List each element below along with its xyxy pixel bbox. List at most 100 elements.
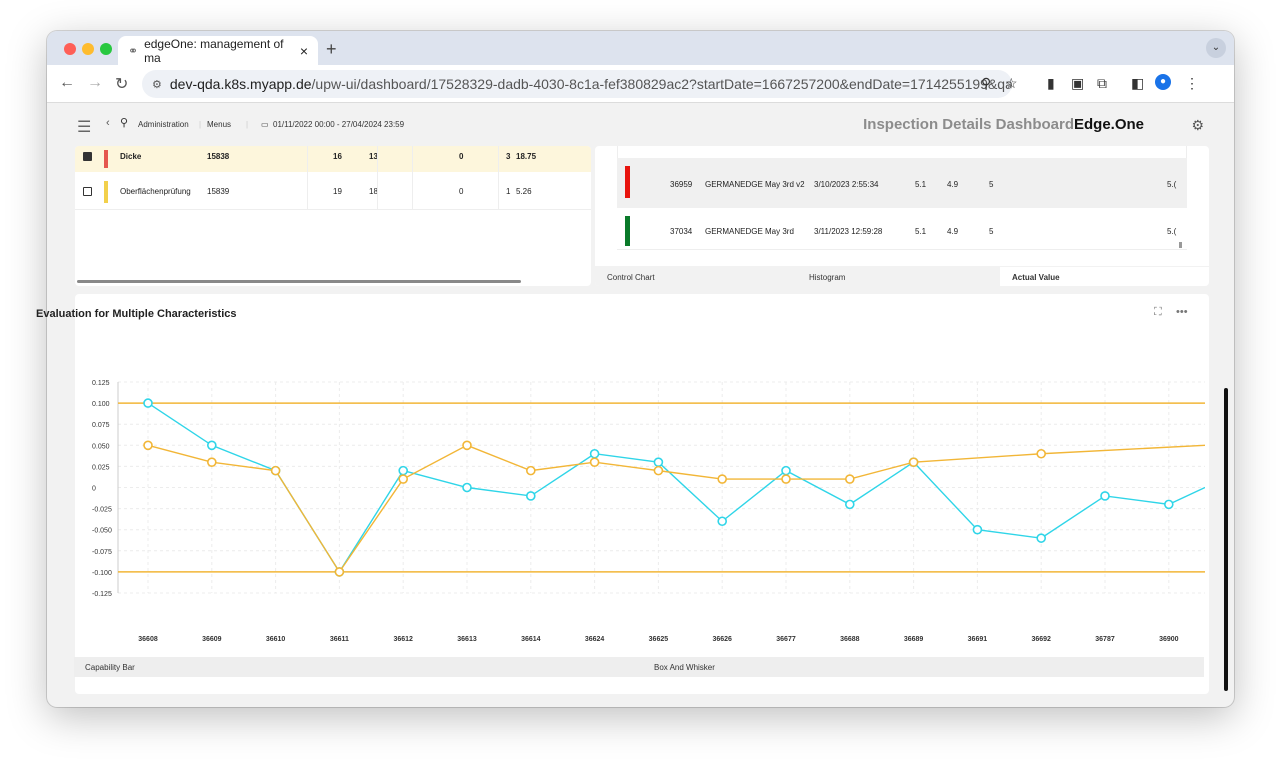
- close-window-button[interactable]: [64, 43, 76, 55]
- y-tick-label: 0.050: [92, 443, 110, 450]
- extensions-puzzle-icon[interactable]: ⧉: [1097, 75, 1107, 91]
- characteristics-table-panel: Dicke 15838 16 13 0 3 18.75 Oberflächenp…: [75, 146, 591, 286]
- x-tick-label: 36614: [521, 636, 541, 643]
- data-point: [462, 482, 472, 493]
- y-tick-label: -0.125: [92, 591, 112, 598]
- x-tick-label: 36624: [585, 636, 605, 643]
- row-value: 16: [333, 152, 342, 161]
- data-point: [908, 457, 919, 467]
- zoom-icon[interactable]: ⚲: [981, 75, 992, 91]
- status-color-bar: [625, 166, 630, 198]
- y-tick-label: -0.025: [92, 507, 112, 514]
- data-point: [1164, 499, 1174, 510]
- x-tick-label: 36688: [840, 636, 860, 643]
- y-tick-label: -0.100: [92, 570, 112, 577]
- more-options-icon[interactable]: •••: [1176, 306, 1188, 318]
- row-name: Oberflächenprüfung: [120, 187, 191, 196]
- row-value: 5.(: [1167, 180, 1177, 189]
- tab-capability-bar[interactable]: Capability Bar: [85, 663, 135, 672]
- browser-tab[interactable]: ⚭ edgeOne: management of ma ×: [118, 36, 318, 65]
- breadcrumb-menus[interactable]: Menus: [207, 120, 232, 129]
- row-checkbox[interactable]: [83, 152, 92, 161]
- row-value: 5.1: [915, 180, 927, 189]
- data-point: [1036, 533, 1047, 543]
- browser-menu-icon[interactable]: ⋮: [1185, 75, 1199, 91]
- reload-icon[interactable]: ↻: [115, 76, 129, 93]
- x-tick-label: 36610: [266, 636, 286, 643]
- data-point: [143, 398, 153, 408]
- profile-avatar[interactable]: ●: [1155, 74, 1171, 90]
- date-range[interactable]: 01/11/2022 00:00 - 27/04/2024 23:59: [273, 120, 405, 129]
- table-row[interactable]: 36959 GERMANEDGE May 3rd v2 3/10/2023 2:…: [617, 158, 1187, 208]
- data-point: [207, 457, 217, 467]
- forward-arrow-icon[interactable]: →: [87, 74, 103, 91]
- y-tick-label: 0.100: [92, 401, 110, 408]
- table-row[interactable]: Oberflächenprüfung 15839 19 18 0 1 5.26: [75, 172, 591, 210]
- x-tick-label: 36691: [968, 636, 988, 643]
- site-settings-icon[interactable]: ⚙: [152, 78, 162, 91]
- x-tick-label: 36689: [904, 636, 924, 643]
- row-value: 5.1: [915, 227, 927, 236]
- data-point: [270, 465, 281, 476]
- x-tick-label: 36625: [649, 636, 669, 643]
- back-chevron-icon[interactable]: ‹: [106, 117, 110, 129]
- row-value: 5.26: [516, 187, 532, 196]
- zoom-window-button[interactable]: [100, 43, 112, 55]
- tab-box-and-whisker[interactable]: Box And Whisker: [654, 663, 715, 672]
- chart-title: Evaluation for Multiple Characteristics: [36, 308, 237, 320]
- url-path: /upw-ui/dashboard/17528329-dadb-4030-8c1…: [311, 76, 1012, 92]
- row-value: 19: [333, 187, 342, 196]
- tab-title: edgeOne: management of ma: [144, 36, 284, 65]
- filter-settings-icon[interactable]: ⚙: [1191, 117, 1204, 133]
- breadcrumb-divider: |: [199, 120, 202, 129]
- x-tick-label: 36626: [712, 636, 732, 643]
- data-point: [653, 465, 664, 476]
- row-value: 18.75: [516, 152, 537, 161]
- table-row[interactable]: 37034 GERMANEDGE May 3rd 3/11/2023 12:59…: [617, 208, 1187, 250]
- address-bar[interactable]: ⚙ dev-qda.k8s.myapp.de /upw-ui/dashboard…: [142, 70, 1012, 98]
- row-name: Dicke: [120, 152, 142, 161]
- brand-logo: Edge.One: [1073, 116, 1144, 133]
- extension-se-icon[interactable]: ▣: [1071, 75, 1085, 91]
- sidebar-icon[interactable]: ◧: [1131, 75, 1145, 91]
- back-arrow-icon[interactable]: ←: [59, 74, 75, 91]
- fullscreen-icon[interactable]: ⛶: [1154, 306, 1162, 318]
- data-point: [1100, 491, 1110, 501]
- row-value: 5: [989, 180, 994, 189]
- tab-control-chart[interactable]: Control Chart: [607, 273, 655, 282]
- link-icon: ⚭: [128, 43, 139, 58]
- page-scrollbar[interactable]: [1224, 388, 1228, 691]
- new-tab-button[interactable]: +: [326, 39, 337, 59]
- row-part: GERMANEDGE May 3rd v2: [705, 180, 805, 189]
- data-point: [143, 440, 153, 451]
- row-checkbox[interactable]: [83, 187, 92, 196]
- data-point: [334, 567, 345, 577]
- vertical-scrollbar[interactable]: [1179, 242, 1182, 248]
- bookmark-star-icon[interactable]: ☆: [1005, 75, 1018, 91]
- data-point: [589, 457, 600, 467]
- breadcrumb-administration[interactable]: Administration: [138, 120, 189, 129]
- x-tick-label: 36692: [1031, 636, 1051, 643]
- minimize-window-button[interactable]: [82, 43, 94, 55]
- row-id: 37034: [670, 227, 693, 236]
- bookmark-icon[interactable]: ▮: [1047, 75, 1055, 91]
- close-tab-icon[interactable]: ×: [299, 42, 308, 59]
- status-color-bar: [104, 150, 108, 168]
- data-point: [525, 491, 536, 501]
- row-value: 0: [459, 187, 464, 196]
- row-value: 4.9: [947, 227, 959, 236]
- app-header: ☰ ‹ ⚲ Administration | Menus | ▭ 01/11/2…: [47, 104, 1234, 146]
- hamburger-menu-icon[interactable]: ☰: [77, 119, 92, 136]
- calendar-icon[interactable]: ▭: [261, 120, 269, 129]
- tab-histogram[interactable]: Histogram: [809, 273, 846, 282]
- data-point: [462, 440, 472, 451]
- row-value: 5.(: [1167, 227, 1177, 236]
- horizontal-scrollbar[interactable]: [77, 280, 521, 283]
- table-row[interactable]: Dicke 15838 16 13 0 3 18.75: [75, 146, 591, 172]
- row-value: 0: [459, 152, 464, 161]
- data-point: [398, 474, 409, 484]
- row-id: 15838: [207, 152, 230, 161]
- tab-search-button[interactable]: ⌄: [1206, 38, 1226, 58]
- x-tick-label: 36613: [457, 636, 477, 643]
- tab-actual-value[interactable]: Actual Value: [1000, 267, 1209, 286]
